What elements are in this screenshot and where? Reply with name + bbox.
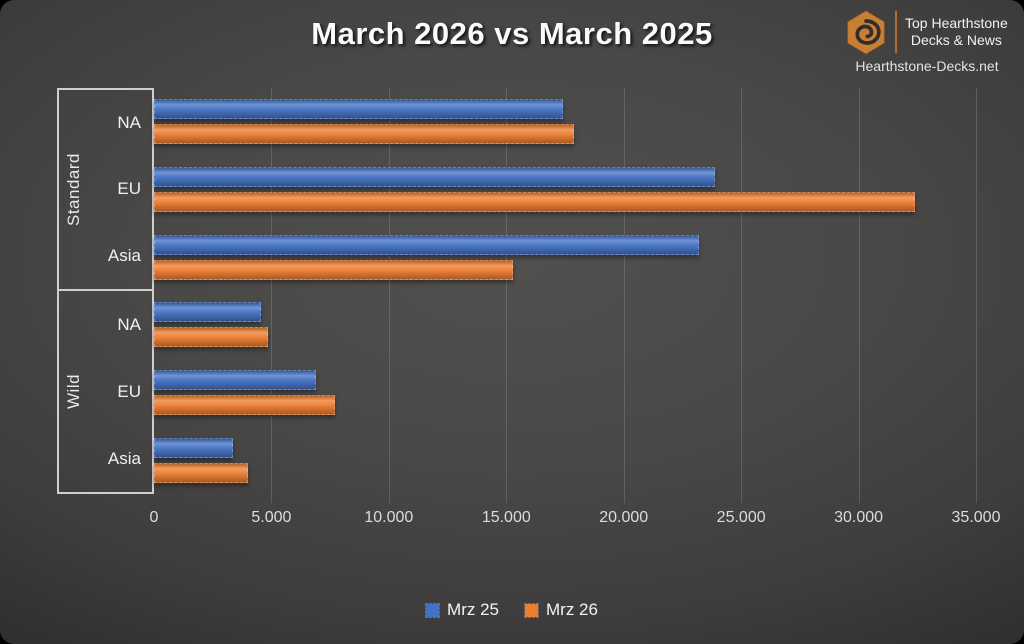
legend-swatch — [425, 602, 441, 618]
bar-mrz-25 — [154, 234, 699, 255]
logo-name-line2: Decks & News — [910, 32, 1002, 48]
legend-item-mrz-26: Mrz 26 — [524, 600, 598, 620]
x-tick-label: 5.000 — [251, 509, 292, 526]
bar-mrz-25 — [154, 99, 563, 120]
row-label-eu: EU — [117, 381, 141, 401]
bar-mrz-25 — [154, 166, 716, 187]
group-label-standard: Standard — [64, 153, 83, 226]
logo-site-url: Hearthstone-Decks.net — [855, 58, 999, 74]
site-logo: Top Hearthstone Decks & News Hearthstone… — [844, 9, 1010, 74]
legend: Mrz 25 Mrz 26 — [0, 600, 1024, 620]
bar-mrz-26 — [154, 124, 575, 145]
logo-name-line1: Top Hearthstone — [905, 15, 1008, 31]
logo-top: Top Hearthstone Decks & News — [844, 9, 1010, 55]
group-label-wild: Wild — [64, 373, 83, 410]
bar-mrz-25 — [154, 437, 233, 458]
bar-row-standard-na — [154, 88, 976, 156]
bar-mrz-26 — [154, 259, 514, 280]
x-tick-label: 30.000 — [834, 509, 884, 526]
legend-label: Mrz 26 — [546, 600, 598, 619]
bar-mrz-25 — [154, 369, 317, 390]
bar-mrz-25 — [154, 302, 261, 323]
row-label-na: NA — [117, 314, 141, 334]
group-rows-standard: NA EU Asia — [89, 90, 152, 289]
x-tick-label: 0 — [149, 509, 159, 526]
bar-mrz-26 — [154, 327, 268, 348]
x-tick-label: 15.000 — [481, 509, 531, 526]
x-axis-ticks: 0 5.000 10.000 15.000 20.000 25.000 30.000 35.0… — [150, 509, 1001, 531]
row-label-eu: EU — [117, 179, 141, 199]
bar-mrz-26 — [154, 191, 915, 212]
group-rows-wild: NA EU Asia — [89, 291, 152, 492]
legend-label: Mrz 25 — [447, 600, 499, 619]
bar-row-standard-eu — [154, 156, 976, 224]
bar-mrz-26 — [154, 394, 335, 415]
plot-area — [154, 88, 976, 494]
bar-row-wild-eu — [154, 359, 976, 427]
row-label-asia: Asia — [107, 448, 141, 468]
bar-row-standard-asia — [154, 223, 976, 291]
category-group-standard: Standard NA EU Asia — [57, 88, 154, 291]
bar-row-wild-na — [154, 291, 976, 359]
x-tick-label: 10.000 — [364, 509, 414, 526]
logo-name: Top Hearthstone Decks & News — [905, 15, 1008, 49]
gridline-35000 — [976, 88, 977, 503]
chart-title: March 2026 vs March 2025 — [311, 16, 713, 51]
hearthstone-swirl-icon — [847, 10, 885, 55]
x-tick-label: 35.000 — [951, 509, 1001, 526]
logo-divider — [895, 11, 897, 53]
legend-item-mrz-25: Mrz 25 — [425, 600, 499, 620]
x-tick-label: 25.000 — [716, 509, 766, 526]
category-axis: Standard NA EU Asia Wild NA EU Asia — [57, 88, 154, 494]
bar-mrz-26 — [154, 462, 248, 483]
bar-row-wild-asia — [154, 426, 976, 494]
category-group-wild: Wild NA EU Asia — [57, 291, 154, 494]
x-tick-label: 20.000 — [599, 509, 649, 526]
row-label-na: NA — [117, 113, 141, 133]
legend-swatch — [524, 602, 539, 618]
row-label-asia: Asia — [107, 245, 141, 265]
